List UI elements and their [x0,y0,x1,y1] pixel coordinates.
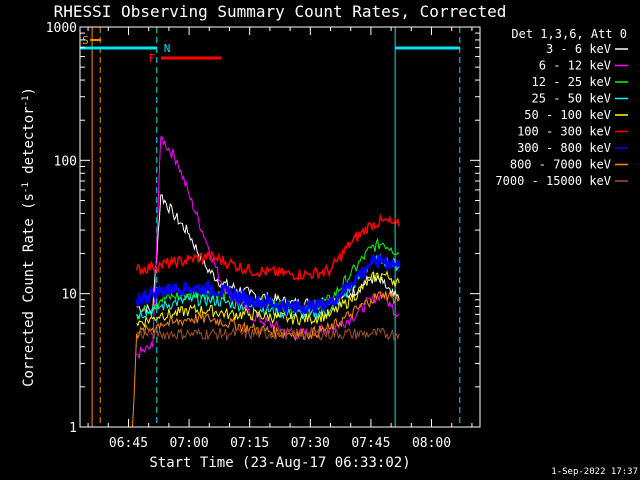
y-axis-label-exp1: -1 [21,182,31,193]
y-axis-label-end: ) [21,87,37,95]
x-axis: 06:45 07:00 07:15 07:30 07:45 08:00 [87,27,473,451]
y-axis-label-exp2: -1 [21,96,31,107]
y-tick-label: 10 [61,288,77,303]
saa-flag-label: S [82,34,89,47]
legend-label-7: 800 - 7000 keV [510,158,611,172]
legend-label-6: 300 - 800 keV [517,141,611,155]
series-line-5 [135,213,400,282]
series-line-1 [136,136,400,359]
legend-label-5: 100 - 300 keV [517,125,611,139]
y-tick-label: 100 [54,154,77,169]
series-line-7 [132,290,400,428]
series-line-4 [136,270,400,328]
legend-label-0: 3 - 6 keV [546,42,611,56]
chart-title: RHESSI Observing Summary Count Rates, Co… [54,2,507,21]
plot-content: NF S [79,27,461,428]
series-line-8 [136,326,400,342]
x-tick-label: 07:00 [170,436,209,451]
x-tick-label: 07:45 [351,436,390,451]
y-axis-label-main: Corrected Count Rate (s [21,193,37,387]
plot-frame [79,26,481,428]
legend-label-4: 50 - 100 keV [524,108,611,122]
legend-label-1: 6 - 12 keV [539,59,611,73]
night-flag-label: N [164,42,171,55]
y-tick-label: 1 [69,421,77,436]
legend-title: Det 1,3,6, Att 0 [511,27,627,41]
y-tick-label: 1000 [46,21,77,36]
flare-flag-label: F [149,52,156,65]
legend-label-3: 25 - 50 keV [532,92,611,106]
y-axis-label-mid: detector [21,106,37,182]
x-tick-label: 08:00 [412,436,451,451]
x-axis-label: Start Time (23-Aug-17 06:33:02) [149,455,410,471]
y-axis-label: Corrected Count Rate (s-1 detector-1) [21,87,37,387]
y-axis: 1 10 100 1000 [46,21,480,436]
x-tick-label: 06:45 [109,436,148,451]
timestamp: 1-Sep-2022 17:37 [551,467,638,477]
x-tick-label: 07:15 [230,436,269,451]
series-line-6 [135,253,401,318]
x-tick-label: 07:30 [291,436,330,451]
legend-label-2: 12 - 25 keV [532,75,611,89]
legend: 3 - 6 keV 6 - 12 keV 12 - 25 keV 25 - 50 ke… [495,42,628,188]
legend-label-8: 7000 - 15000 keV [495,174,611,188]
